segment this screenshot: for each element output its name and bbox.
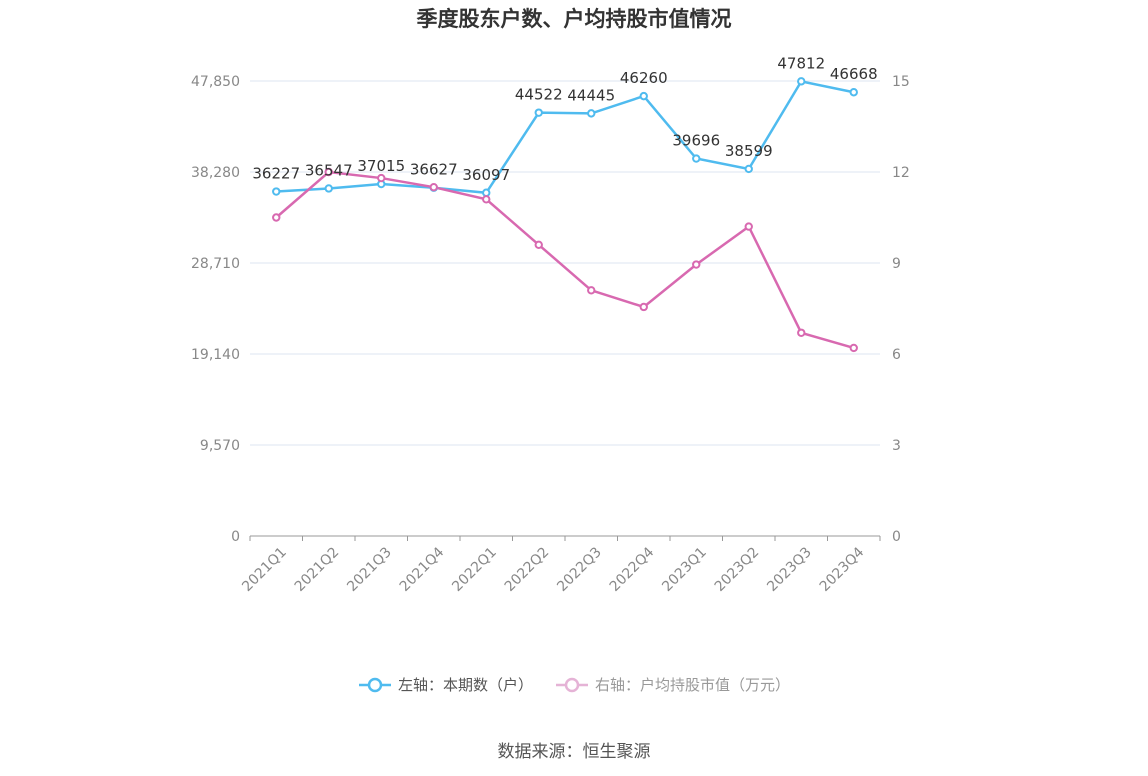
data-labels: 36227 36547 37015 36627 36097 44522 44445 46260…	[252, 54, 877, 183]
data-label: 36627	[410, 161, 458, 179]
data-point-right[interactable]	[587, 286, 596, 295]
legend: 左轴：本期数（户） 右轴：户均持股市值（万元）	[0, 674, 1148, 695]
data-point-right[interactable]	[692, 260, 701, 269]
left-axis-tick-label: 38,280	[191, 165, 240, 181]
data-label: 46668	[830, 65, 878, 83]
data-point-left[interactable]	[587, 109, 596, 118]
left-axis-tick-label: 19,140	[191, 347, 240, 363]
x-axis-tick-label: 2021Q2	[292, 544, 343, 595]
x-axis: 2021Q1 2021Q2 2021Q3 2021Q4 2022Q1 2022Q2 2022…	[239, 535, 881, 595]
data-label: 36097	[462, 166, 510, 184]
data-label: 39696	[672, 132, 720, 150]
left-axis-tick-label: 47,850	[191, 74, 240, 90]
right-axis-tick-label: 3	[892, 438, 901, 454]
data-label: 36547	[305, 161, 353, 179]
data-point-left[interactable]	[639, 91, 648, 101]
x-axis-tick-label: 2022Q2	[502, 544, 553, 595]
legend-marker-right-icon	[556, 677, 588, 692]
data-label: 36227	[252, 165, 300, 183]
data-point-left[interactable]	[534, 108, 543, 117]
left-axis-tick-label: 28,710	[191, 256, 240, 272]
data-point-left[interactable]	[744, 164, 753, 174]
right-axis-tick-label: 6	[892, 347, 901, 363]
grid-lines	[250, 80, 880, 446]
right-axis-tick-label: 12	[892, 165, 910, 181]
data-point-right[interactable]	[272, 213, 281, 222]
series-line-right	[275, 170, 855, 350]
data-point-left[interactable]	[797, 77, 806, 86]
data-point-right[interactable]	[639, 302, 648, 312]
data-point-right[interactable]	[849, 343, 858, 353]
data-label: 37015	[357, 157, 405, 175]
chart-title: 季度股东户数、户均持股市值情况	[416, 7, 732, 31]
data-point-left[interactable]	[692, 154, 701, 163]
legend-label-right: 右轴：户均持股市值（万元）	[595, 676, 791, 694]
data-point-left[interactable]	[272, 187, 281, 196]
x-axis-tick-label: 2022Q1	[449, 544, 500, 595]
series-line-left	[276, 79, 855, 195]
right-axis-tick-label: 0	[892, 529, 901, 545]
left-axis-tick-label: 0	[231, 529, 240, 545]
data-point-right[interactable]	[377, 173, 386, 183]
series-points	[272, 77, 858, 353]
x-axis-tick-label: 2023Q2	[712, 544, 763, 595]
right-axis-tick-label: 9	[892, 256, 901, 272]
data-point-right[interactable]	[324, 167, 333, 177]
data-point-left[interactable]	[324, 184, 333, 193]
legend-item-right[interactable]: 右轴：户均持股市值（万元）	[555, 674, 790, 695]
x-axis-tick-label: 2021Q4	[397, 544, 448, 595]
x-axis-tick-label: 2023Q4	[817, 544, 868, 595]
data-point-right[interactable]	[534, 240, 543, 250]
left-axis-tick-label: 9,570	[200, 438, 240, 454]
data-label: 44522	[515, 86, 563, 104]
left-axis-ticks: 0 9,570 19,140 28,710 38,280 47,850	[191, 74, 240, 545]
data-label: 38599	[725, 142, 773, 160]
legend-label-left: 左轴：本期数（户）	[397, 676, 533, 694]
right-axis-tick-label: 15	[892, 74, 910, 90]
x-axis-tick-label: 2022Q4	[607, 544, 658, 595]
data-point-right[interactable]	[482, 195, 491, 204]
x-axis-tick-label: 2023Q1	[659, 544, 710, 595]
x-axis-tick-label: 2022Q3	[554, 544, 605, 595]
x-axis-tick-label: 2023Q3	[764, 544, 815, 595]
right-axis-ticks: 0 3 6 9 12 15	[892, 74, 910, 545]
x-axis-tick-label: 2021Q1	[239, 544, 290, 595]
data-source: 数据来源：恒生聚源	[497, 742, 651, 762]
data-label: 46260	[620, 69, 668, 87]
x-axis-tick-label: 2021Q3	[344, 544, 395, 595]
data-point-left[interactable]	[482, 188, 491, 197]
series-lines	[275, 79, 855, 350]
data-label: 44445	[567, 86, 615, 104]
legend-marker-left-icon	[358, 677, 391, 692]
data-point-left[interactable]	[849, 88, 858, 97]
data-point-right[interactable]	[797, 328, 806, 337]
data-point-right[interactable]	[429, 182, 438, 192]
data-label: 47812	[777, 54, 825, 72]
legend-item-left[interactable]: 左轴：本期数（户）	[358, 674, 533, 695]
data-point-right[interactable]	[744, 222, 753, 231]
